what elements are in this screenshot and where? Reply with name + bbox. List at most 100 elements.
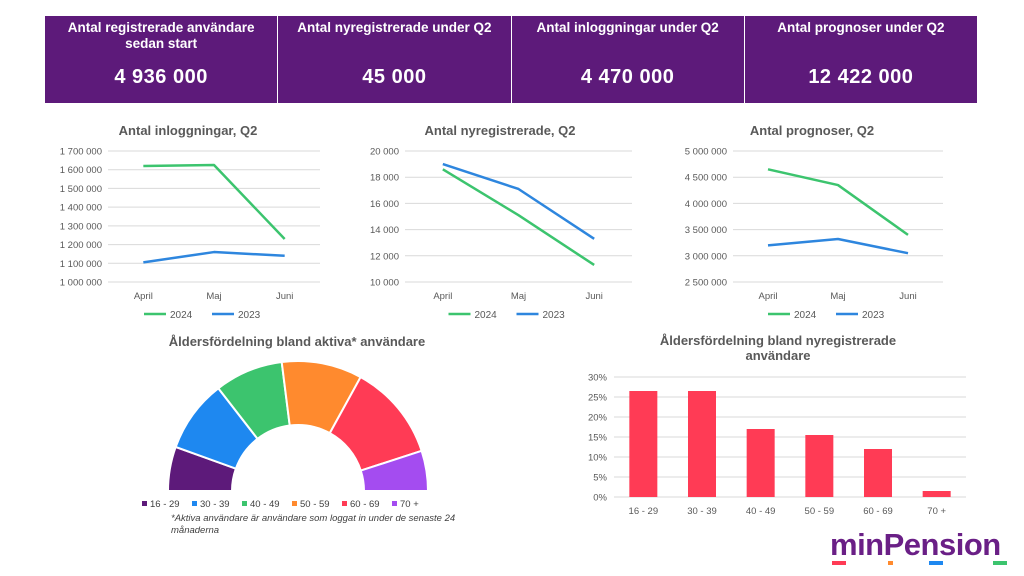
y-tick-label: 5%: [593, 473, 607, 484]
y-tick-label: 1 100 000: [60, 259, 102, 270]
chart-title-line: Åldersfördelning bland nyregistrerade: [660, 333, 896, 348]
y-tick-label: 3 500 000: [685, 225, 727, 236]
chart-title-line: användare: [745, 348, 810, 363]
y-tick-label: 15%: [588, 433, 608, 444]
x-tick-label: April: [758, 291, 777, 302]
legend-label: 2023: [238, 310, 261, 321]
x-tick-label: Maj: [830, 291, 845, 302]
footnote: *Aktiva användare är användare som logga…: [171, 513, 456, 536]
kpi-value: 12 422 000: [808, 66, 914, 88]
x-tick-label: Juni: [899, 291, 916, 302]
y-tick-label: 1 200 000: [60, 240, 102, 251]
legend-swatch: [342, 501, 347, 506]
y-tick-label: 20 000: [370, 147, 399, 158]
x-tick-label: 60 - 69: [863, 506, 893, 517]
logo-bar-orange: [888, 561, 893, 565]
legend-label: 70 +: [400, 499, 419, 510]
x-tick-label: Maj: [511, 291, 526, 302]
kpi-value: 4 470 000: [580, 66, 675, 88]
y-tick-label: 25%: [588, 393, 608, 404]
bar-chart: 0% 5% 10% 15% 20% 25% 30% 16 - 29 30 - 39 40 - 49…: [588, 333, 966, 517]
y-tick-label: 14 000: [370, 225, 399, 236]
kpi-label: Antal inloggningar under Q2: [536, 20, 719, 35]
x-tick-label: 16 - 29: [629, 506, 659, 517]
legend-label: 60 - 69: [350, 499, 380, 510]
bar-40-49: [746, 429, 775, 497]
legend-swatch: [242, 501, 247, 506]
x-tick-label: 30 - 39: [687, 506, 717, 517]
legend-label: 2023: [543, 310, 566, 321]
legend-swatch: [292, 501, 297, 506]
y-tick-label: 4 500 000: [685, 173, 727, 184]
kpi-logins: Antal inloggningar under Q2 4 470 000: [511, 16, 745, 103]
x-tick-label: 70 +: [927, 506, 946, 517]
y-tick-label: 16 000: [370, 199, 399, 210]
donut-slice-70+: [359, 449, 430, 492]
y-tick-label: 5 000 000: [685, 147, 727, 158]
chart-title: Antal prognoser, Q2: [750, 123, 874, 138]
x-tick-label: April: [134, 291, 153, 302]
legend-label: 2024: [170, 310, 193, 321]
series-line-2023: [143, 250, 285, 264]
kpi-value: 45 000: [362, 66, 427, 88]
logo-bar-green: [993, 561, 1007, 565]
legend-label: 2023: [862, 310, 885, 321]
y-tick-label: 1 300 000: [60, 221, 102, 232]
series-line-2024: [442, 168, 595, 267]
legend-label: 2024: [475, 310, 498, 321]
legend-label: 40 - 49: [250, 499, 280, 510]
logo-bar-red: [832, 561, 846, 565]
y-tick-label: 1 400 000: [60, 203, 102, 214]
line-chart-1: 1 000 000 1 100 000 1 200 000 1 300 000 1 40…: [60, 123, 320, 321]
minpension-logo: minPension: [830, 528, 1020, 568]
y-tick-label: 12 000: [370, 251, 399, 262]
x-tick-label: Juni: [276, 291, 293, 302]
legend-label: 16 - 29: [150, 499, 180, 510]
bar-30-39: [688, 391, 716, 497]
y-tick-label: 4 000 000: [685, 199, 727, 210]
series-line-2023: [767, 237, 909, 255]
chart-title: Antal inloggningar, Q2: [119, 123, 258, 138]
chart-title: Åldersfördelning bland nyregistrerade anv…: [660, 333, 896, 363]
bar-16-29: [629, 391, 658, 497]
legend-swatch: [392, 501, 397, 506]
legend-swatch: [142, 501, 147, 506]
x-tick-label: Maj: [206, 291, 221, 302]
logo-bar-blue: [929, 561, 943, 565]
kpi-row: Antal registrerade användare sedan start…: [45, 16, 977, 103]
legend-label: 30 - 39: [200, 499, 230, 510]
series-line-2023: [442, 162, 595, 240]
bar-60-69: [864, 449, 892, 497]
line-chart-2: 10 000 12 000 14 000 16 000 18 000 20 000 Apri…: [370, 123, 632, 321]
legend-label: 2024: [794, 310, 817, 321]
y-tick-label: 30%: [588, 373, 608, 384]
half-donut-chart: Åldersfördelning bland aktiva* användare…: [142, 334, 430, 510]
kpi-label: Antal nyregistrerade under Q2: [297, 20, 492, 35]
y-tick-label: 20%: [588, 413, 608, 424]
series-line-2024: [143, 163, 286, 240]
bar-70+: [922, 491, 951, 497]
kpi-registered-users: Antal registrerade användare sedan start…: [45, 16, 279, 103]
bar-50-59: [805, 435, 834, 497]
kpi-forecasts: Antal prognoser under Q2 12 422 000: [744, 16, 977, 103]
y-tick-label: 10 000: [370, 278, 399, 289]
y-tick-label: 2 500 000: [685, 278, 727, 289]
chart-title: Åldersfördelning bland aktiva* användare: [169, 334, 425, 349]
y-tick-label: 1 000 000: [60, 278, 102, 289]
y-tick-label: 18 000: [370, 173, 399, 184]
legend-label: 50 - 59: [300, 499, 330, 510]
y-tick-label: 10%: [588, 453, 608, 464]
logo-text: minPension: [830, 527, 1001, 562]
y-tick-label: 1 500 000: [60, 184, 102, 195]
x-tick-label: 50 - 59: [805, 506, 835, 517]
kpi-value: 4 936 000: [114, 66, 208, 88]
x-tick-label: Juni: [585, 291, 602, 302]
y-tick-label: 0%: [593, 493, 607, 504]
kpi-new-registrations: Antal nyregistrerade under Q2 45 000: [278, 16, 512, 103]
kpi-label: Antal registrerade användare sedan start: [67, 20, 255, 51]
series-line-2024: [767, 168, 909, 236]
x-tick-label: 40 - 49: [746, 506, 776, 517]
chart-title: Antal nyregistrerade, Q2: [425, 123, 576, 138]
legend-swatch: [192, 501, 197, 506]
y-tick-label: 1 600 000: [60, 165, 102, 176]
